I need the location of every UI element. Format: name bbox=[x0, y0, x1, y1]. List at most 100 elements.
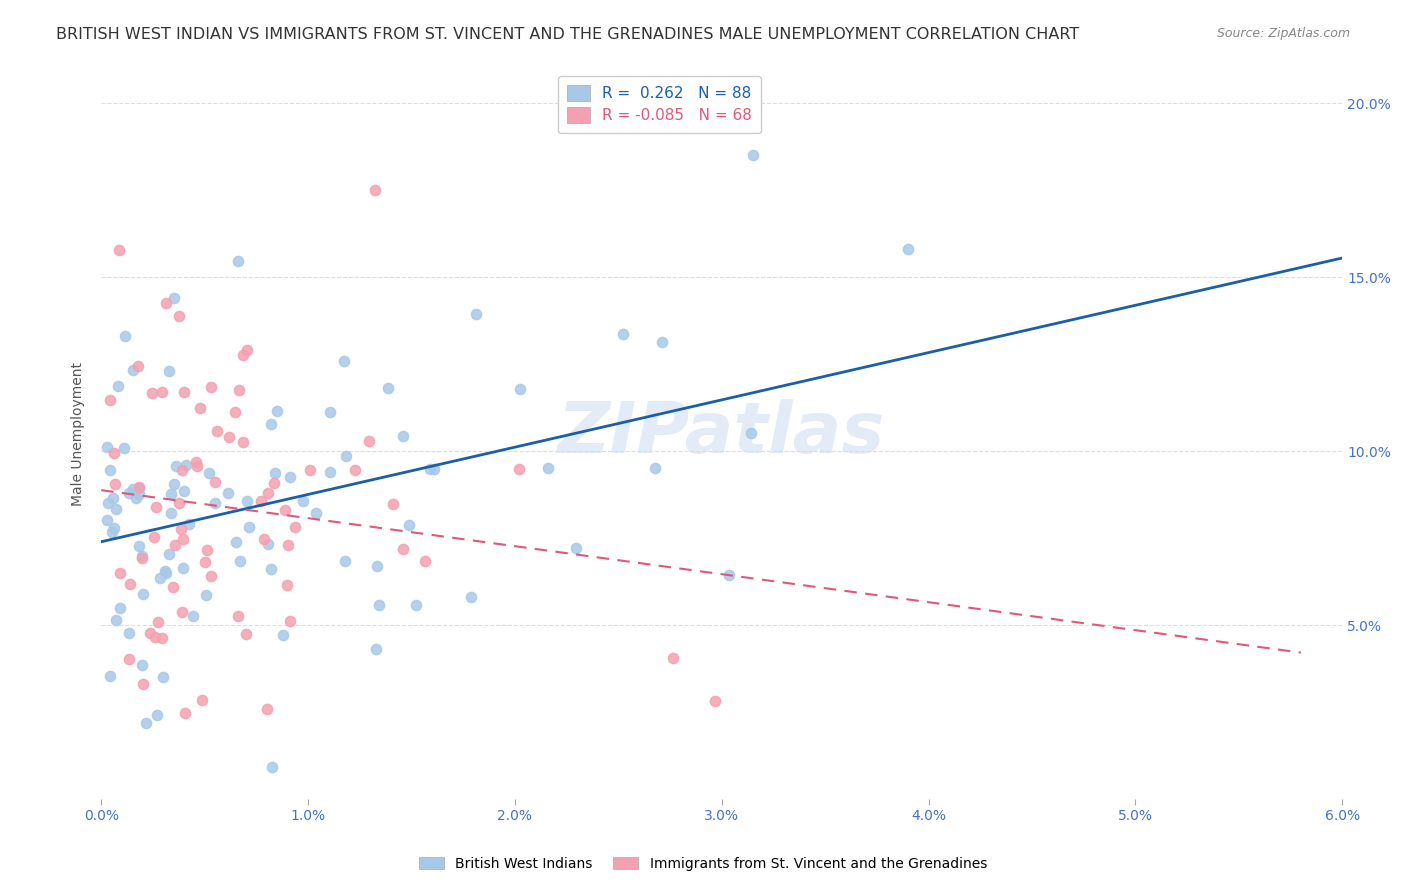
Point bbox=[152, 670, 174, 684]
Point bbox=[127, 359, 149, 373]
Point bbox=[263, 475, 285, 490]
Point bbox=[398, 517, 420, 532]
Point bbox=[157, 364, 180, 378]
Point bbox=[740, 425, 762, 440]
Point bbox=[177, 516, 200, 531]
Point bbox=[170, 605, 193, 619]
Point bbox=[319, 405, 342, 419]
Point bbox=[200, 568, 222, 582]
Point bbox=[232, 434, 254, 449]
Point bbox=[292, 494, 315, 508]
Point bbox=[159, 487, 181, 501]
Point bbox=[101, 524, 124, 539]
Point bbox=[238, 519, 260, 533]
Point bbox=[103, 446, 125, 460]
Point bbox=[264, 467, 287, 481]
Point bbox=[392, 542, 415, 557]
Point bbox=[163, 538, 186, 552]
Y-axis label: Male Unemployment: Male Unemployment bbox=[72, 362, 86, 506]
Point bbox=[112, 441, 135, 455]
Point bbox=[224, 405, 246, 419]
Point bbox=[128, 481, 150, 495]
Point bbox=[377, 381, 399, 395]
Point bbox=[612, 326, 634, 341]
Point bbox=[128, 487, 150, 501]
Point bbox=[155, 566, 177, 581]
Point bbox=[204, 496, 226, 510]
Point bbox=[717, 568, 740, 582]
Point bbox=[364, 183, 387, 197]
Point bbox=[260, 417, 283, 431]
Point bbox=[139, 626, 162, 640]
Point bbox=[110, 601, 132, 615]
Point bbox=[167, 496, 190, 510]
Point bbox=[131, 657, 153, 672]
Point bbox=[125, 491, 148, 506]
Point bbox=[278, 470, 301, 484]
Point bbox=[742, 148, 765, 162]
Point bbox=[207, 424, 229, 438]
Point bbox=[200, 380, 222, 394]
Point bbox=[107, 379, 129, 393]
Point bbox=[509, 383, 531, 397]
Point bbox=[381, 497, 404, 511]
Point bbox=[135, 716, 157, 731]
Legend: R =  0.262   N = 88, R = -0.085   N = 68: R = 0.262 N = 88, R = -0.085 N = 68 bbox=[558, 76, 762, 133]
Point bbox=[198, 466, 221, 480]
Point bbox=[419, 462, 441, 476]
Point bbox=[405, 599, 427, 613]
Point bbox=[169, 309, 191, 323]
Point bbox=[128, 481, 150, 495]
Point bbox=[114, 329, 136, 343]
Point bbox=[257, 486, 280, 500]
Point bbox=[235, 627, 257, 641]
Point bbox=[364, 642, 387, 657]
Point bbox=[236, 493, 259, 508]
Point bbox=[108, 566, 131, 581]
Point bbox=[163, 476, 186, 491]
Point bbox=[368, 598, 391, 612]
Point bbox=[96, 513, 118, 527]
Point bbox=[225, 535, 247, 549]
Point bbox=[651, 335, 673, 350]
Point bbox=[104, 477, 127, 491]
Point bbox=[165, 458, 187, 473]
Point bbox=[121, 482, 143, 496]
Point bbox=[217, 485, 239, 500]
Point bbox=[226, 253, 249, 268]
Point bbox=[104, 614, 127, 628]
Point bbox=[145, 500, 167, 515]
Point bbox=[333, 554, 356, 568]
Point bbox=[464, 308, 486, 322]
Point bbox=[253, 532, 276, 546]
Point bbox=[236, 343, 259, 357]
Point bbox=[155, 296, 177, 310]
Point bbox=[508, 461, 530, 475]
Point bbox=[162, 580, 184, 594]
Point bbox=[284, 520, 307, 534]
Point bbox=[131, 551, 153, 566]
Point bbox=[98, 669, 121, 683]
Point bbox=[128, 540, 150, 554]
Point bbox=[149, 571, 172, 585]
Point bbox=[218, 430, 240, 444]
Point bbox=[357, 434, 380, 449]
Point bbox=[131, 549, 153, 563]
Point bbox=[155, 564, 177, 578]
Text: BRITISH WEST INDIAN VS IMMIGRANTS FROM ST. VINCENT AND THE GRENADINES MALE UNEMP: BRITISH WEST INDIAN VS IMMIGRANTS FROM S… bbox=[56, 27, 1080, 42]
Point bbox=[142, 530, 165, 544]
Point bbox=[131, 587, 153, 601]
Point bbox=[266, 403, 288, 417]
Point bbox=[703, 694, 725, 708]
Point bbox=[146, 707, 169, 722]
Point bbox=[662, 651, 685, 665]
Point bbox=[132, 677, 155, 691]
Point bbox=[172, 561, 194, 575]
Point bbox=[98, 393, 121, 408]
Point bbox=[299, 463, 322, 477]
Point bbox=[644, 461, 666, 475]
Point bbox=[204, 475, 226, 489]
Point bbox=[118, 651, 141, 665]
Point bbox=[173, 385, 195, 400]
Point bbox=[256, 702, 278, 716]
